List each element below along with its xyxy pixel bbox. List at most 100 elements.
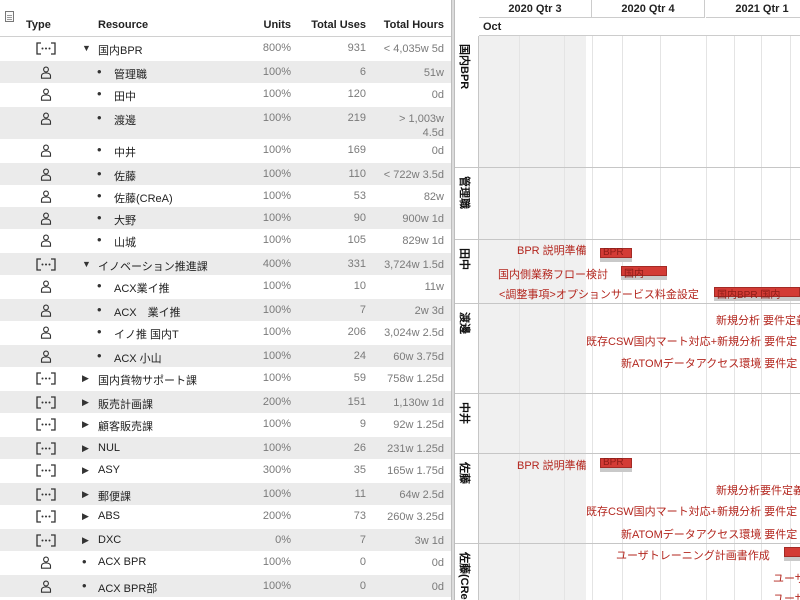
resource-name[interactable]: 顧客販売課: [98, 421, 153, 433]
disclosure-collapsed-icon[interactable]: ▶: [82, 489, 89, 499]
resource-row[interactable]: • 大野 100% 90 900w 1d: [0, 207, 451, 229]
task-bar[interactable]: BPR: [600, 457, 632, 468]
units-text: 100%: [262, 66, 291, 78]
resource-row[interactable]: • 山城 100% 105 829w 1d: [0, 229, 451, 253]
task-label[interactable]: BPR 説明準備: [517, 245, 587, 257]
disclosure-collapsed-icon[interactable]: ▶: [82, 535, 89, 545]
disclosure-collapsed-icon[interactable]: ▶: [82, 397, 89, 407]
resource-row[interactable]: • 佐藤(CReA) 100% 53 82w: [0, 185, 451, 207]
task-label[interactable]: 国内側業務フロー検討: [498, 269, 608, 281]
resource-name[interactable]: 郵便課: [98, 491, 131, 503]
resource-name[interactable]: DXC: [98, 534, 122, 546]
task-label[interactable]: 新ATOMデータアクセス環境 要件定: [621, 358, 798, 370]
col-header-type[interactable]: Type: [26, 19, 51, 31]
task-label[interactable]: <調整事項>オプションサービス料金設定: [499, 289, 699, 301]
document-icon[interactable]: [5, 11, 14, 22]
group-row[interactable]: ▶ 販売計画課 200% 151 1,130w 1d: [0, 391, 451, 413]
total-hours-text: < 4,035w 5d: [383, 43, 444, 55]
resource-name[interactable]: ASY: [98, 464, 121, 476]
group-row[interactable]: ▶ ASY 300% 35 165w 1.75d: [0, 459, 451, 483]
units-text: 100%: [262, 280, 291, 292]
disclosure-collapsed-icon[interactable]: ▶: [82, 443, 89, 453]
col-header-units[interactable]: Units: [263, 19, 292, 31]
resource-row[interactable]: • 管理職 100% 6 51w: [0, 61, 451, 83]
total-hours-value: > 1,003w 4.5d: [399, 112, 444, 140]
group-row[interactable]: ▼ 国内BPR 800% 931 < 4,035w 5d: [0, 37, 451, 61]
total-uses-value: 931: [348, 42, 366, 54]
resource-row[interactable]: • ACX業イ推 100% 10 11w: [0, 275, 451, 299]
group-row[interactable]: ▶ NUL 100% 26 231w 1.25d: [0, 437, 451, 459]
resource-lane[interactable]: 渡邊: [455, 304, 800, 394]
resource-name[interactable]: 佐藤: [114, 171, 136, 183]
task-label[interactable]: 既存CSW国内マート対応+新規分析 要件定: [586, 336, 798, 348]
resource-row[interactable]: • 田中 100% 120 0d: [0, 83, 451, 107]
task-label[interactable]: 新ATOMデータアクセス環境 要件定: [621, 529, 798, 541]
col-header-total-hours[interactable]: Total Hours: [383, 19, 444, 31]
task-bar[interactable]: [784, 547, 800, 557]
resource-lane[interactable]: 管理職: [455, 168, 800, 240]
disclosure-collapsed-icon[interactable]: ▶: [82, 511, 89, 521]
split-divider[interactable]: [451, 0, 455, 600]
task-bar[interactable]: BPR: [600, 247, 632, 258]
resource-lane[interactable]: 中井: [455, 394, 800, 454]
task-label[interactable]: BPR 説明準備: [517, 460, 587, 472]
resource-name[interactable]: 山城: [114, 237, 136, 249]
task-bar[interactable]: 国内BPR 国内: [714, 287, 800, 301]
group-row[interactable]: ▼ イノベーション推進課 400% 331 3,724w 1.5d: [0, 253, 451, 275]
resource-name[interactable]: 管理職: [114, 69, 147, 81]
group-row[interactable]: ▶ 郵便課 100% 11 64w 2.5d: [0, 483, 451, 505]
units-text: 100%: [262, 212, 291, 224]
resource-name[interactable]: ABS: [98, 510, 121, 522]
task-label[interactable]: 既存CSW国内マート対応+新規分析 要件定: [586, 506, 798, 518]
resource-name[interactable]: イノベーション推進課: [98, 261, 208, 273]
group-row[interactable]: ▶ ABS 200% 73 260w 3.25d: [0, 505, 451, 529]
resource-name[interactable]: 中井: [114, 147, 136, 159]
group-row[interactable]: ▶ DXC 0% 7 3w 1d: [0, 529, 451, 551]
resource-lane[interactable]: 佐藤(CReA): [455, 544, 800, 600]
col-header-total-uses[interactable]: Total Uses: [311, 19, 366, 31]
grid-line: [519, 36, 520, 600]
resource-name[interactable]: 国内貨物サポート課: [98, 375, 197, 387]
resource-row[interactable]: • ACX BPR部 100% 0 0d: [0, 575, 451, 597]
resource-row[interactable]: • ACX 小山 100% 24 60w 3.75d: [0, 345, 451, 367]
lane-label-text: 中井: [457, 402, 470, 424]
resource-name[interactable]: ACX 業イ推: [114, 307, 181, 319]
resource-row[interactable]: • ACX 業イ推 100% 7 2w 3d: [0, 299, 451, 321]
resource-name[interactable]: 販売計画課: [98, 399, 153, 411]
disclosure-expanded-icon[interactable]: ▼: [82, 43, 91, 53]
task-label[interactable]: ユーザ: [773, 573, 800, 585]
units-text: 100%: [262, 556, 291, 568]
resource-name[interactable]: イノ推 国内T: [114, 329, 179, 341]
col-header-resource[interactable]: Resource: [98, 19, 149, 31]
resource-row[interactable]: • 佐藤 100% 110 < 722w 3.5d: [0, 163, 451, 185]
resource-name[interactable]: 佐藤(CReA): [114, 193, 173, 205]
resource-row[interactable]: • 渡邊 100% 219 > 1,003w 4.5d: [0, 107, 451, 139]
disclosure-expanded-icon[interactable]: ▼: [82, 259, 91, 269]
resource-name[interactable]: 大野: [114, 215, 136, 227]
task-label[interactable]: 新規分析 要件定義: [716, 315, 800, 327]
resource-row[interactable]: • ACX BPR 100% 0 0d: [0, 551, 451, 575]
resource-name[interactable]: 渡邊: [114, 115, 136, 127]
resource-name[interactable]: ACX BPR部: [98, 583, 158, 595]
disclosure-collapsed-icon[interactable]: ▶: [82, 419, 89, 429]
disclosure-collapsed-icon[interactable]: ▶: [82, 465, 89, 475]
resource-name[interactable]: 国内BPR: [98, 45, 143, 57]
resource-row[interactable]: • 中井 100% 169 0d: [0, 139, 451, 163]
resource-name[interactable]: ACX BPR: [98, 556, 147, 568]
resource-name[interactable]: ACX 小山: [114, 353, 162, 365]
task-label[interactable]: ユーザ: [773, 593, 800, 600]
task-label[interactable]: 新規分析要件定義: [716, 485, 800, 497]
task-bar[interactable]: 国内: [621, 266, 667, 280]
group-row[interactable]: ▶ 国内貨物サポート課 100% 59 758w 1.25d: [0, 367, 451, 391]
group-row[interactable]: ▶ 顧客販売課 100% 9 92w 1.25d: [0, 413, 451, 437]
resource-row[interactable]: • イノ推 国内T 100% 206 3,024w 2.5d: [0, 321, 451, 345]
resource-lane[interactable]: 佐藤: [455, 454, 800, 544]
resource-lane[interactable]: 田中: [455, 240, 800, 304]
disclosure-collapsed-icon[interactable]: ▶: [82, 373, 89, 383]
resource-name[interactable]: NUL: [98, 442, 121, 454]
resource-name[interactable]: 田中: [114, 91, 136, 103]
task-label[interactable]: ユーザトレーニング計画書作成: [616, 550, 770, 562]
resource-lane[interactable]: 国内BPR: [455, 36, 800, 168]
lane-label-text: 渡邊: [457, 312, 470, 334]
resource-name[interactable]: ACX業イ推: [114, 283, 170, 295]
